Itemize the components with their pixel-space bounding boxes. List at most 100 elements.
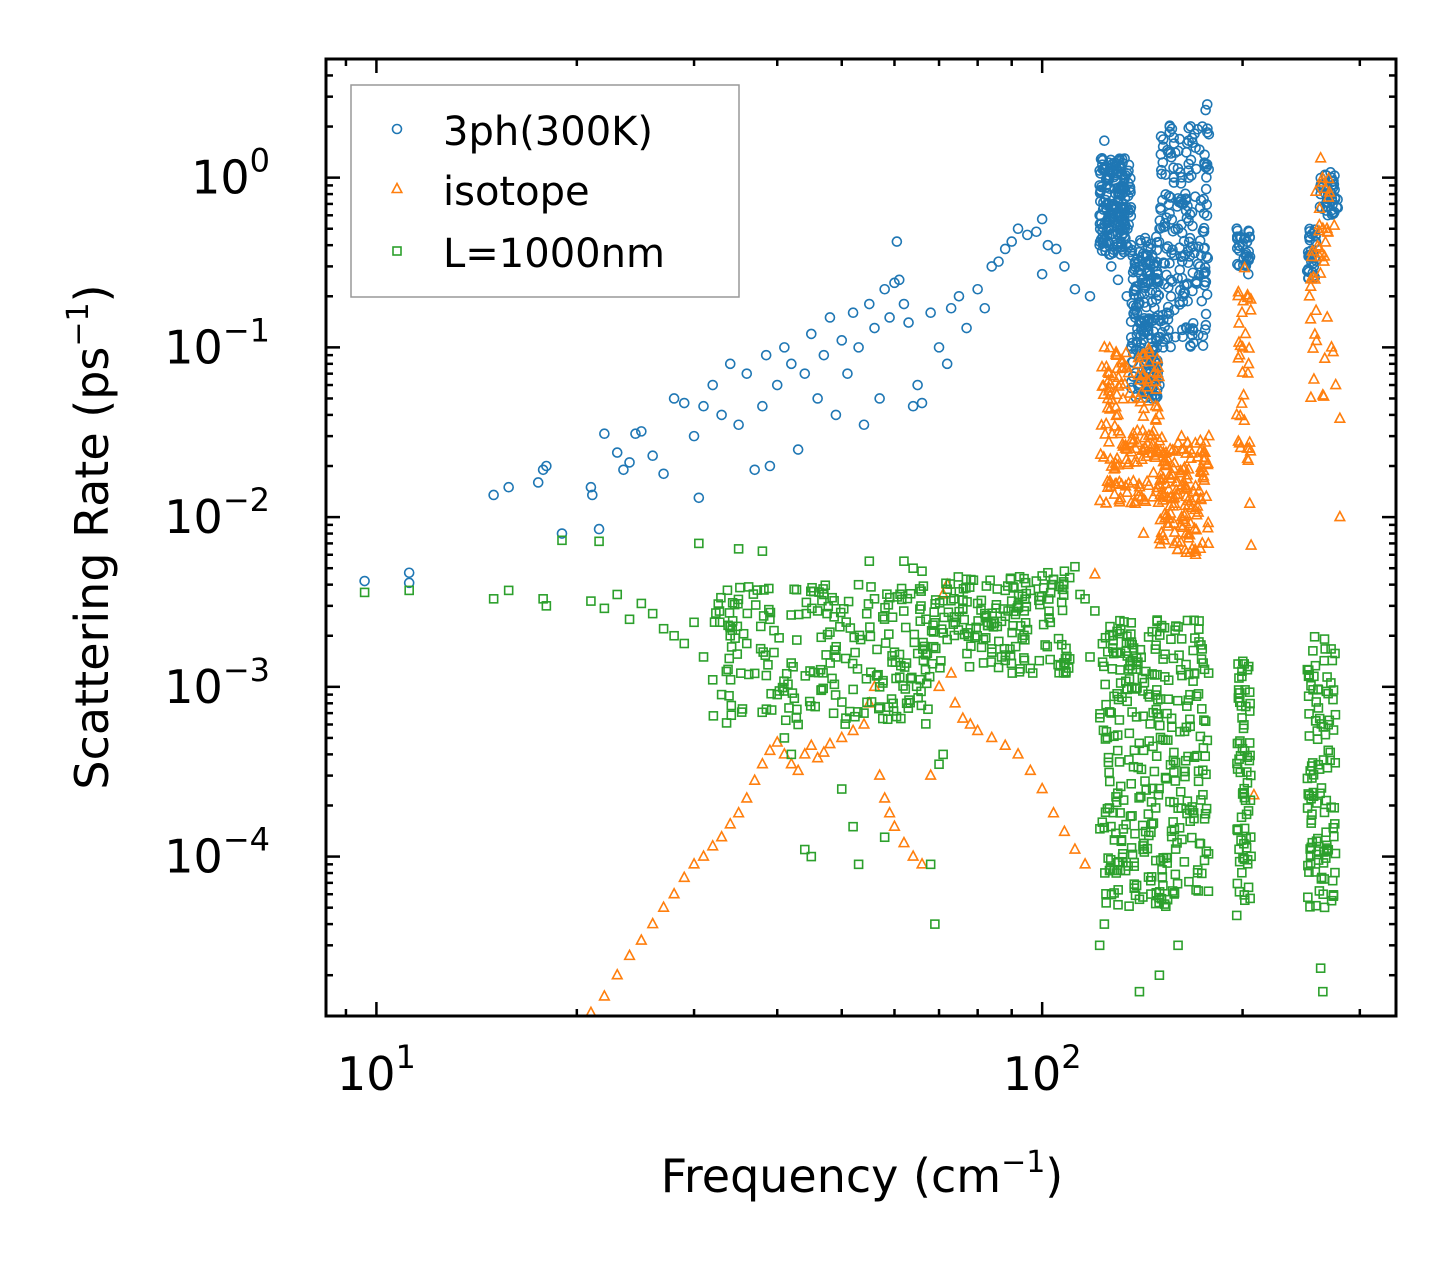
data-point [1314,713,1325,724]
data-point [1310,867,1321,877]
data-point [1158,257,1169,268]
data-point [1176,193,1187,205]
data-point [1184,876,1194,887]
data-point [1027,668,1038,678]
data-point [987,644,997,654]
data-point [1194,624,1204,634]
data-point [964,717,977,729]
data-point [1203,886,1214,897]
data-point [1168,536,1181,549]
data-point [1142,314,1154,325]
data-point [976,595,987,606]
data-point [1143,345,1156,357]
data-point [724,608,735,618]
data-point [1157,194,1168,206]
data-point [1126,843,1137,853]
data-point [769,625,779,636]
data-point [1061,643,1071,654]
data-point [1159,453,1172,466]
data-point [1168,817,1178,827]
data-point [915,604,925,614]
data-point [1107,664,1118,674]
data-point [1304,731,1315,741]
data-point [722,585,733,596]
data-point [732,806,745,818]
y-tick-label: 10−2 [164,481,270,544]
data-point [1241,843,1252,853]
data-point [1180,193,1192,204]
data-point [1167,516,1181,528]
data-point [1174,167,1186,178]
data-point [1326,209,1338,220]
data-point [864,298,875,310]
data-point [1185,121,1196,132]
data-point [1305,858,1316,868]
data-point [1148,741,1158,752]
data-point [1095,418,1108,430]
data-point [1234,856,1245,867]
data-point [1186,170,1197,181]
data-point [1101,898,1111,908]
data-point [1110,159,1122,170]
data-point [850,647,860,658]
data-point [1172,695,1183,706]
data-point [1189,752,1200,763]
data-point [818,349,830,361]
data-point [873,768,886,780]
data-point [793,609,804,620]
data-point [840,719,850,729]
data-point [556,528,568,539]
data-point [1194,838,1205,849]
data-point [1106,889,1117,900]
data-point [1170,331,1181,343]
data-point [827,673,837,684]
data-point [724,690,734,701]
data-point [1157,864,1167,875]
data-point [1190,633,1200,643]
data-point [1135,234,1146,246]
data-point [1235,305,1249,318]
data-point [837,697,847,707]
data-point [1314,201,1326,213]
data-point [1166,831,1177,842]
data-point [1239,746,1250,756]
data-point [1240,895,1250,906]
data-point [724,817,737,829]
data-point [724,653,735,664]
data-point [748,773,761,785]
data-point [667,887,681,899]
data-point [885,592,895,603]
data-point [1237,671,1247,682]
data-point [1103,402,1117,414]
data-point [593,523,605,535]
data-point [1080,594,1090,604]
data-point [878,675,888,686]
data-point [713,599,724,609]
data-point [1120,452,1133,465]
data-point [1042,239,1054,251]
data-point [1328,891,1339,901]
data-point [1165,291,1177,302]
data-point [1111,868,1122,878]
data-point [1064,654,1075,664]
data-point [1100,734,1111,744]
data-point [1241,290,1254,303]
data-point [1232,764,1243,774]
data-point [1242,341,1256,353]
data-point [1198,243,1210,255]
data-point [1130,828,1140,839]
data-point [791,584,802,595]
data-point [1031,576,1042,586]
data-point [1127,426,1140,439]
data-point [1199,158,1211,170]
data-point [1129,857,1139,868]
data-point [958,595,968,605]
data-point [1109,865,1120,876]
data-point [1176,219,1187,231]
data-point [1154,783,1164,794]
data-point [1048,574,1059,585]
data-point [1306,818,1317,828]
data-point [403,567,415,579]
data-point [1101,699,1111,710]
data-point [1319,235,1332,247]
